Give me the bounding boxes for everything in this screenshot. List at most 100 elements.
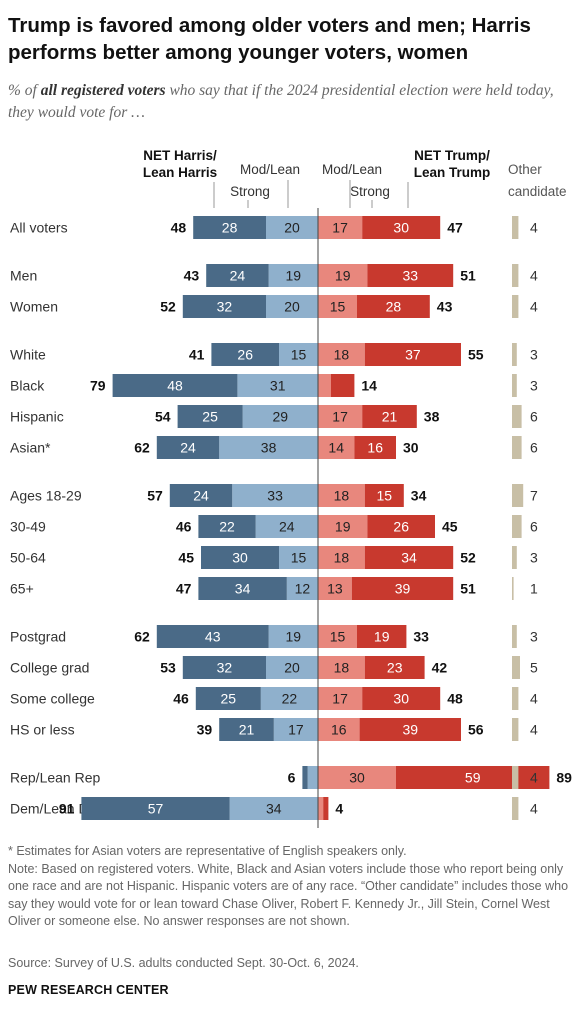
label-trump-strong: 39: [403, 722, 419, 738]
label-other: 5: [530, 660, 538, 676]
label-other: 4: [530, 770, 538, 786]
bar-trump-strong: [362, 405, 417, 428]
label-other: 3: [530, 378, 538, 394]
bar-harris-strong: [211, 343, 279, 366]
row-hispanic: Hispanic 29 25 54 17 21 38 6: [10, 405, 538, 428]
label-trump-lean: 16: [331, 722, 347, 738]
bar-harris-strong: [193, 216, 266, 239]
row-label: Men: [10, 268, 37, 284]
row-label: 65+: [10, 581, 34, 597]
label-trump-lean: 14: [328, 440, 344, 456]
label-trump-net: 4: [335, 801, 343, 817]
bar-harris-lean: [232, 484, 318, 507]
label-trump-net: 43: [437, 299, 453, 315]
bar-harris-lean: [266, 216, 318, 239]
bar-trump-strong: [323, 797, 329, 820]
label-harris-net: 62: [134, 629, 150, 645]
bar-trump-strong: [354, 436, 396, 459]
bar-trump-strong: [359, 718, 461, 741]
label-trump-net: 47: [447, 220, 463, 236]
bar-trump-lean: [318, 546, 365, 569]
label-harris-lean: 24: [279, 519, 295, 535]
bar-other: [512, 515, 522, 538]
subtitle-prefix: % of: [8, 82, 41, 99]
bar-trump-strong: [357, 625, 407, 648]
bar-other: [512, 216, 519, 239]
bar-other: [512, 436, 522, 459]
label-trump-net: 38: [424, 409, 440, 425]
label-harris-lean: 17: [288, 722, 304, 738]
label-harris-net: 41: [189, 347, 205, 363]
bar-trump-lean: [318, 515, 368, 538]
header-mod-lean-left: Mod/Lean: [240, 162, 300, 177]
row-men: Men 19 24 43 19 33 51 4: [10, 264, 538, 287]
bar-trump-lean: [318, 577, 352, 600]
label-trump-lean: 15: [330, 299, 346, 315]
label-trump-lean: 17: [332, 220, 348, 236]
row-ages-18-29: Ages 18-29 33 24 57 18 15 34 7: [10, 484, 538, 507]
label-other: 3: [530, 550, 538, 566]
label-trump-lean: 15: [330, 629, 346, 645]
bar-harris-lean: [279, 343, 318, 366]
header-strong-right: Strong: [350, 184, 390, 199]
label-trump-net: 14: [361, 378, 377, 394]
label-trump-net: 42: [432, 660, 448, 676]
row-label: Asian*: [10, 440, 51, 456]
row-label: 30-49: [10, 519, 46, 535]
bar-other: [512, 797, 519, 820]
bar-trump-lean: [318, 216, 363, 239]
bar-other: [512, 374, 517, 397]
label-harris-strong: 48: [167, 378, 183, 394]
label-trump-strong: 21: [382, 409, 398, 425]
label-other: 4: [530, 220, 538, 236]
chart-subtitle: % of all registered voters who say that …: [8, 80, 578, 124]
label-harris-strong: 34: [235, 581, 251, 597]
bar-trump-strong: [364, 484, 404, 507]
bar-other: [512, 484, 524, 507]
label-trump-lean: 17: [332, 691, 348, 707]
row-label: Ages 18-29: [10, 488, 82, 504]
label-other: 6: [530, 440, 538, 456]
note-methodology: Note: Based on registered voters. White,…: [8, 861, 569, 929]
label-harris-strong: 30: [232, 550, 248, 566]
label-trump-strong: 30: [393, 220, 409, 236]
bar-trump-lean: [318, 295, 357, 318]
label-harris-lean: 34: [266, 801, 282, 817]
bar-harris-lean: [260, 687, 318, 710]
row-rep-lean-rep: Rep/Lean Rep 6 30 59 89 4: [10, 766, 572, 789]
header-strong-left: Strong: [230, 184, 270, 199]
bar-harris-lean: [307, 766, 318, 789]
bar-other: [512, 687, 519, 710]
label-trump-net: 89: [556, 770, 572, 786]
label-trump-lean: 18: [334, 488, 350, 504]
row-label: Black: [10, 378, 45, 394]
bar-harris-strong: [206, 264, 269, 287]
label-harris-net: 48: [171, 220, 187, 236]
label-harris-lean: 22: [282, 691, 298, 707]
bar-harris-strong: [112, 374, 238, 397]
row-label: 50-64: [10, 550, 46, 566]
label-trump-lean: 30: [349, 770, 365, 786]
label-trump-net: 56: [468, 722, 484, 738]
label-harris-lean: 15: [291, 347, 307, 363]
row-label: Postgrad: [10, 629, 66, 645]
bar-harris-strong: [198, 515, 256, 538]
bar-harris-lean: [229, 797, 318, 820]
bar-trump-strong: [351, 577, 454, 600]
bar-trump-lean: [318, 718, 360, 741]
label-trump-strong: 28: [386, 299, 402, 315]
bar-harris-strong: [182, 295, 266, 318]
row-some-college: Some college 22 25 46 17 30 48 4: [10, 687, 538, 710]
label-trump-strong: 37: [405, 347, 421, 363]
label-harris-net: 39: [197, 722, 213, 738]
label-harris-net: 43: [184, 268, 200, 284]
label-harris-strong: 43: [205, 629, 221, 645]
bar-harris-lean: [268, 264, 318, 287]
bar-harris-lean: [266, 656, 318, 679]
chart-title: Trump is favored among older voters and …: [8, 14, 531, 64]
label-harris-net: 52: [160, 299, 176, 315]
row-label: Some college: [10, 691, 95, 707]
label-trump-strong: 23: [387, 660, 403, 676]
row-white: White 15 26 41 18 37 55 3: [10, 343, 538, 366]
